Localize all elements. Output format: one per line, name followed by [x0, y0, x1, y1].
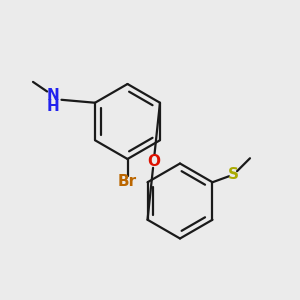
Text: S: S [228, 167, 239, 182]
Text: H: H [46, 99, 59, 114]
Text: Br: Br [118, 174, 137, 189]
Text: O: O [147, 154, 160, 169]
Text: N: N [46, 88, 59, 103]
